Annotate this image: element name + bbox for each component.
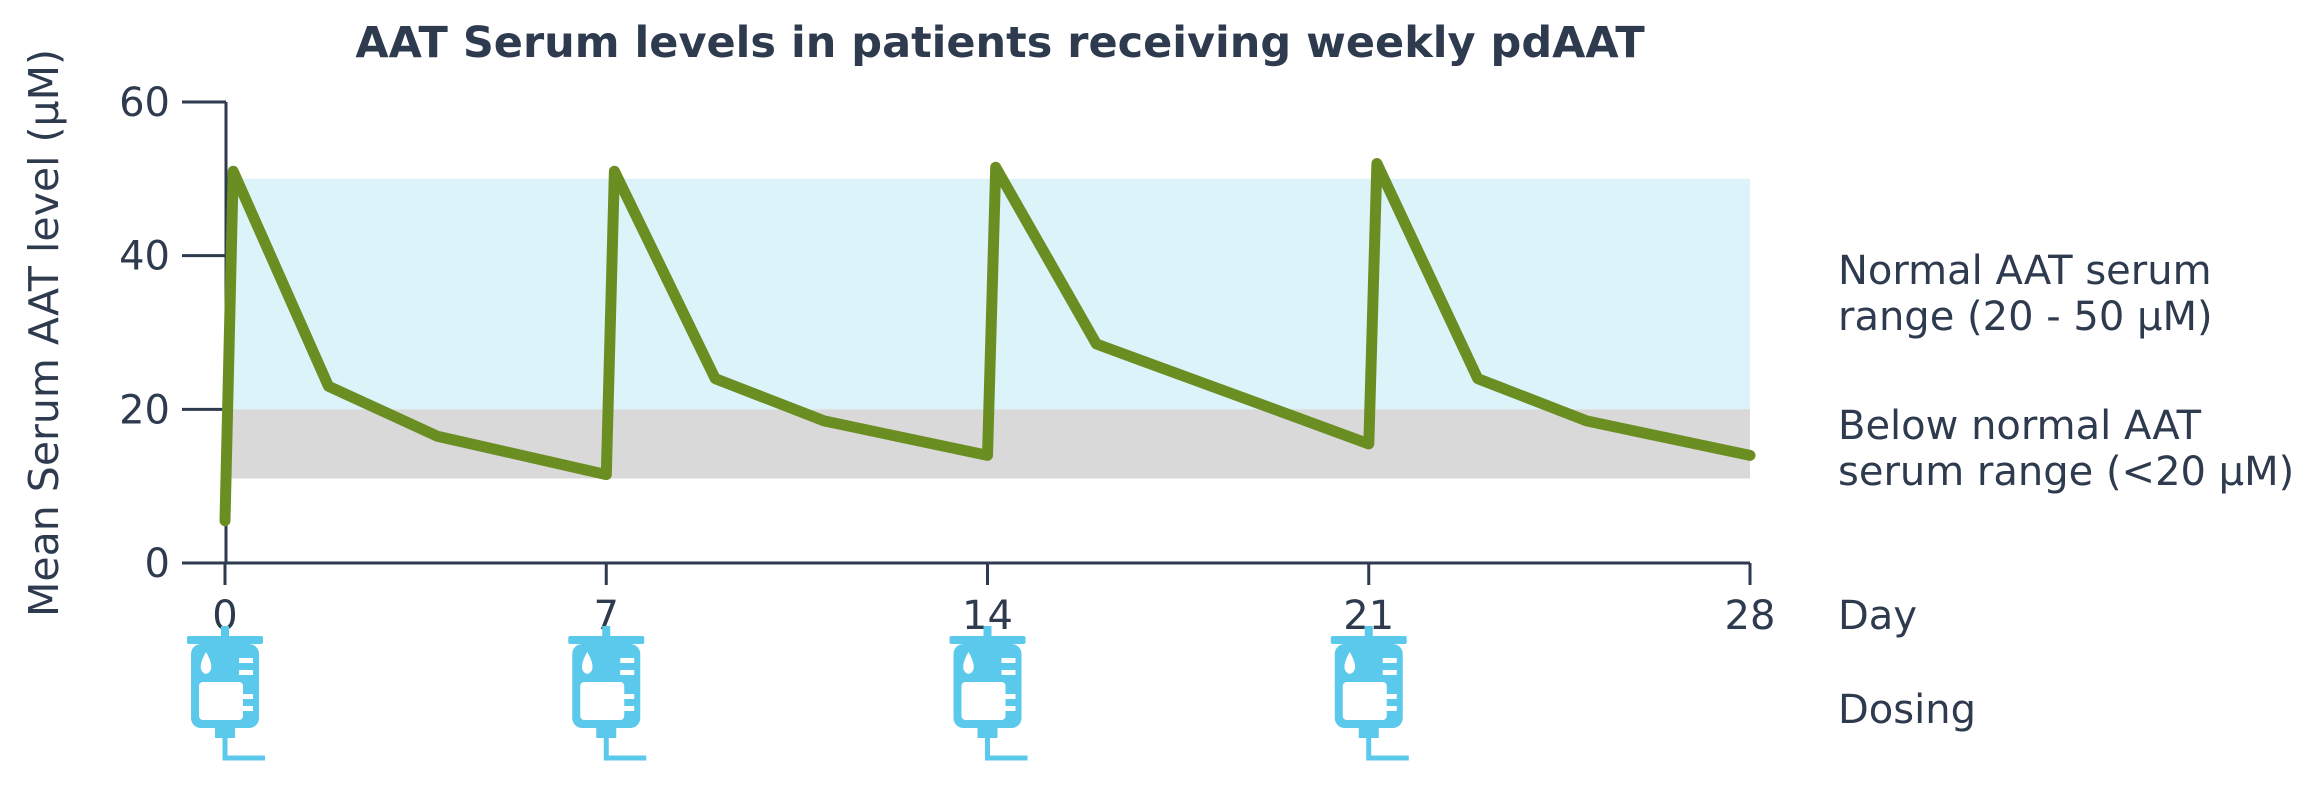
below-normal-range-label-line: serum range (<20 μM) (1838, 449, 2294, 495)
iv-bag-icon (568, 626, 647, 761)
y-tick-label: 40 (119, 234, 170, 280)
dosing-label: Dosing (1838, 687, 1976, 733)
dosing-icons (187, 626, 1409, 761)
below-normal-range-label-line: Below normal AAT (1838, 403, 2202, 449)
iv-bag-icon (187, 626, 265, 761)
y-axis-label: Mean Serum AAT level (μM) (20, 49, 68, 617)
x-axis-label: Day (1838, 593, 1917, 639)
normal-range-label-line: Normal AAT serum (1838, 248, 2212, 294)
series-layer (219, 158, 1756, 527)
iv-bag-icon (949, 626, 1028, 761)
normal-range-label-line: range (20 - 50 μM) (1838, 294, 2213, 340)
chart-title: AAT Serum levels in patients receiving w… (355, 18, 1645, 68)
serum-level-line (219, 158, 1756, 527)
y-tick-label: 0 (145, 541, 170, 587)
x-tick-label: 28 (1725, 593, 1776, 639)
labels: AAT Serum levels in patients receiving w… (20, 18, 2294, 733)
iv-bag-icon (1330, 626, 1409, 761)
y-tick-label: 20 (119, 387, 170, 433)
y-tick-label: 60 (119, 80, 170, 126)
